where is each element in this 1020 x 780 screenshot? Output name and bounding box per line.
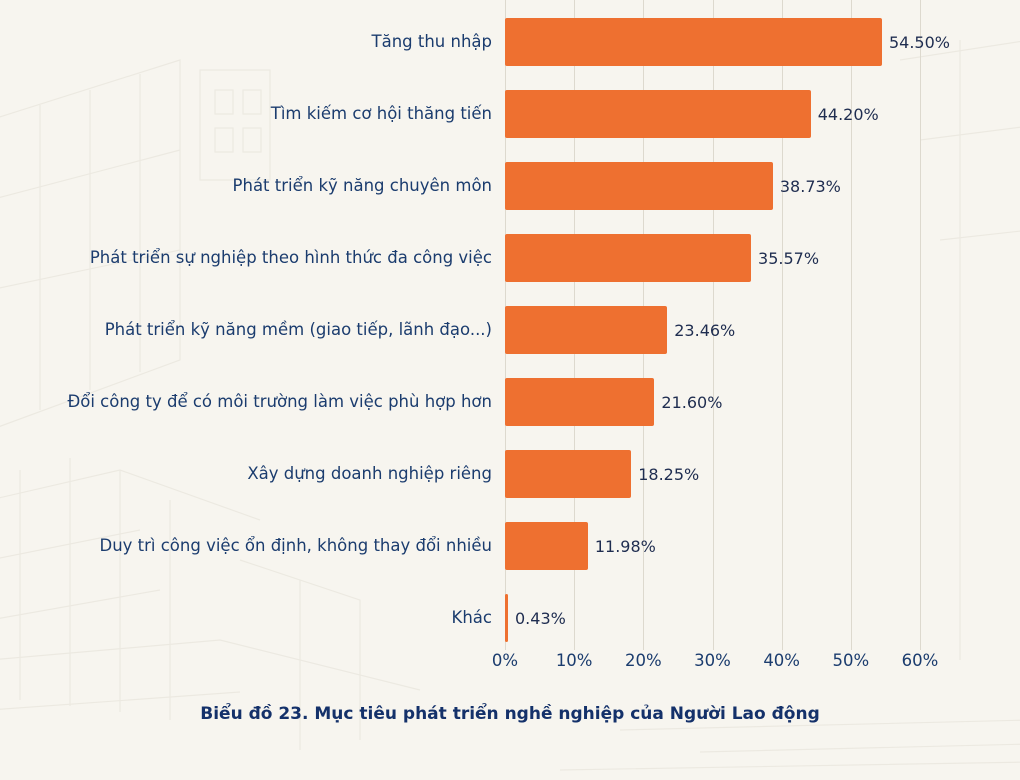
- value-label: 35.57%: [758, 248, 820, 268]
- bar: [505, 450, 632, 498]
- bar-track: 18.25%: [505, 450, 920, 498]
- value-label: 44.20%: [817, 104, 879, 124]
- bar-track: 38.73%: [505, 162, 920, 210]
- category-label: Duy trì công việc ổn định, không thay đổ…: [99, 535, 492, 555]
- bar-row: Duy trì công việc ổn định, không thay đổ…: [0, 510, 1020, 582]
- bar: [505, 522, 588, 570]
- value-label: 54.50%: [888, 32, 950, 52]
- value-label: 21.60%: [661, 392, 723, 412]
- bar-track: 11.98%: [505, 522, 920, 570]
- bar: [505, 162, 773, 210]
- bar-row: Xây dựng doanh nghiệp riêng 18.25%: [0, 438, 1020, 510]
- chart-title: Biểu đồ 23. Mục tiêu phát triển nghề ngh…: [200, 704, 820, 724]
- x-tick-label: 0%: [491, 651, 519, 670]
- category-label: Tăng thu nhập: [371, 31, 493, 51]
- x-tick-label: 30%: [694, 651, 731, 670]
- value-label: 38.73%: [779, 176, 841, 196]
- x-axis: 0% 10% 20% 30% 40% 50% 60%: [492, 651, 938, 675]
- bar-row: Phát triển kỹ năng mềm (giao tiếp, lãnh …: [0, 294, 1020, 366]
- bar-row: Khác 0.43%: [0, 582, 1020, 654]
- value-label: 18.25%: [638, 464, 700, 484]
- bar-row: Phát triển sự nghiệp theo hình thức đa c…: [0, 222, 1020, 294]
- value-label: 11.98%: [594, 536, 656, 556]
- bar-rows: Tăng thu nhập 54.50% Tìm kiếm cơ hội thăng…: [0, 6, 1020, 654]
- x-tick-label: 40%: [763, 651, 800, 670]
- category-label: Xây dựng doanh nghiệp riêng: [247, 463, 492, 483]
- bar-row: Tăng thu nhập 54.50%: [0, 6, 1020, 78]
- x-tick-label: 50%: [832, 651, 870, 670]
- bar-track: 0.43%: [505, 594, 920, 642]
- category-label: Phát triển sự nghiệp theo hình thức đa c…: [89, 247, 492, 267]
- bar: [505, 90, 811, 138]
- bar: [505, 594, 508, 642]
- x-tick-label: 60%: [901, 651, 939, 670]
- bar-track: 23.46%: [505, 306, 920, 354]
- bar-track: 35.57%: [505, 234, 920, 282]
- category-label: Đổi công ty để có môi trường làm việc ph…: [67, 391, 492, 411]
- bar: [505, 234, 752, 282]
- value-label: 0.43%: [515, 608, 566, 628]
- bar: [505, 18, 882, 66]
- value-label: 23.46%: [674, 320, 736, 340]
- category-label: Khác: [451, 607, 492, 627]
- bar: [505, 306, 668, 354]
- category-label: Tìm kiếm cơ hội thăng tiến: [270, 103, 492, 123]
- bar-track: 21.60%: [505, 378, 920, 426]
- bar-row: Tìm kiếm cơ hội thăng tiến 44.20%: [0, 78, 1020, 150]
- x-tick-label: 10%: [555, 651, 593, 670]
- x-tick-label: 20%: [624, 651, 662, 670]
- bar-row: Đổi công ty để có môi trường làm việc ph…: [0, 366, 1020, 438]
- category-label: Phát triển kỹ năng chuyên môn: [232, 175, 492, 195]
- bar-track: 54.50%: [505, 18, 950, 66]
- category-label: Phát triển kỹ năng mềm (giao tiếp, lãnh …: [104, 319, 492, 339]
- bar-track: 44.20%: [505, 90, 920, 138]
- bar: [505, 378, 655, 426]
- bar-row: Phát triển kỹ năng chuyên môn 38.73%: [0, 150, 1020, 222]
